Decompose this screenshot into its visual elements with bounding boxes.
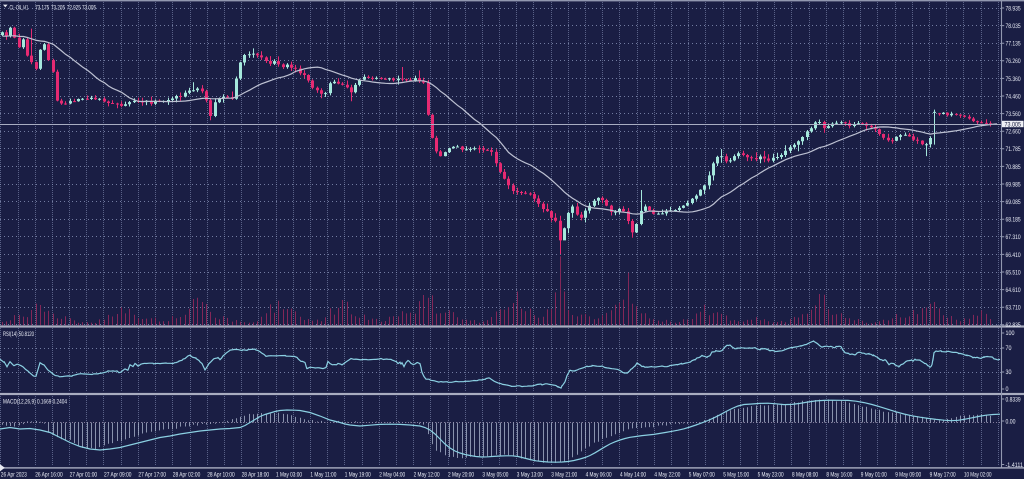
svg-text:27 Apr 09:00: 27 Apr 09:00: [104, 472, 132, 479]
svg-text:70: 70: [1006, 345, 1012, 352]
svg-text:RSI(14) 50.8120: RSI(14) 50.8120: [3, 331, 34, 338]
svg-text:2 May 12:00: 2 May 12:00: [414, 472, 440, 479]
svg-text:3 May 05:00: 3 May 05:00: [482, 472, 508, 479]
svg-text:5 May 07:00: 5 May 07:00: [689, 472, 715, 479]
svg-text:63.710: 63.710: [1006, 305, 1021, 312]
svg-text:-1.4111: -1.4111: [1006, 462, 1024, 469]
svg-text:67.310: 67.310: [1006, 234, 1021, 241]
svg-text:76.260: 76.260: [1006, 58, 1021, 65]
svg-text:77.135: 77.135: [1006, 41, 1021, 48]
svg-text:72.660: 72.660: [1006, 129, 1021, 136]
svg-text:2 May 04:00: 2 May 04:00: [379, 472, 405, 479]
svg-text:1 May 03:00: 1 May 03:00: [276, 472, 302, 479]
svg-text:9 May 01:00: 9 May 01:00: [861, 472, 887, 479]
svg-text:26 Apr 16:00: 26 Apr 16:00: [35, 472, 63, 479]
svg-text:5 May 23:00: 5 May 23:00: [758, 472, 784, 479]
svg-text:8 May 08:00: 8 May 08:00: [792, 472, 818, 479]
svg-text:0: 0: [1006, 386, 1009, 393]
svg-text:74.460: 74.460: [1006, 93, 1021, 100]
svg-text:64.610: 64.610: [1006, 287, 1021, 294]
svg-text:3 May 13:00: 3 May 13:00: [517, 472, 543, 479]
svg-text:28 Apr 18:00: 28 Apr 18:00: [242, 472, 270, 479]
svg-text:72.925: 72.925: [67, 4, 81, 11]
svg-text:2 May 20:00: 2 May 20:00: [448, 472, 474, 479]
svg-text:0.00: 0.00: [1006, 418, 1016, 425]
svg-text:73.560: 73.560: [1006, 111, 1021, 118]
svg-text:28 Apr 02:00: 28 Apr 02:00: [173, 472, 201, 479]
svg-text:73.005: 73.005: [1005, 122, 1022, 129]
svg-text:CL-OIL,H1: CL-OIL,H1: [10, 4, 29, 11]
svg-text:27 Apr 17:00: 27 Apr 17:00: [138, 472, 166, 479]
svg-text:1 May 11:00: 1 May 11:00: [310, 472, 336, 479]
svg-text:9 May 09:00: 9 May 09:00: [895, 472, 921, 479]
svg-text:73.175: 73.175: [35, 4, 49, 11]
svg-text:71.785: 71.785: [1006, 146, 1021, 153]
svg-text:70.885: 70.885: [1006, 164, 1021, 171]
svg-text:9 May 17:00: 9 May 17:00: [930, 472, 956, 479]
svg-text:62.835: 62.835: [1006, 322, 1021, 329]
svg-text:4 May 14:00: 4 May 14:00: [620, 472, 646, 479]
svg-text:4 May 06:00: 4 May 06:00: [586, 472, 612, 479]
svg-text:65.510: 65.510: [1006, 269, 1021, 276]
svg-text:28 Apr 10:00: 28 Apr 10:00: [207, 472, 235, 479]
svg-text:69.985: 69.985: [1006, 181, 1021, 188]
svg-text:4 May 22:00: 4 May 22:00: [654, 472, 680, 479]
svg-text:1 May 19:00: 1 May 19:00: [345, 472, 371, 479]
svg-text:27 Apr 01:00: 27 Apr 01:00: [70, 472, 98, 479]
svg-text:8 May 16:00: 8 May 16:00: [826, 472, 852, 479]
svg-text:66.410: 66.410: [1006, 252, 1021, 259]
svg-text:10 May 02:00: 10 May 02:00: [964, 472, 992, 479]
svg-text:78.035: 78.035: [1006, 23, 1021, 30]
svg-text:30: 30: [1006, 369, 1012, 376]
svg-text:73.005: 73.005: [82, 4, 96, 11]
svg-text:0.8339: 0.8339: [1006, 396, 1021, 403]
svg-text:5 May 15:00: 5 May 15:00: [723, 472, 749, 479]
svg-text:75.360: 75.360: [1006, 76, 1021, 83]
svg-text:3 May 21:00: 3 May 21:00: [551, 472, 577, 479]
svg-text:73.205: 73.205: [51, 4, 65, 11]
svg-text:MACD(12,26,9) 0.1669 0.2404: MACD(12,26,9) 0.1669 0.2404: [3, 399, 67, 406]
svg-text:26 Apr 2023: 26 Apr 2023: [1, 472, 27, 479]
svg-text:69.085: 69.085: [1006, 199, 1021, 206]
svg-text:78.935: 78.935: [1006, 5, 1021, 12]
svg-text:100: 100: [1006, 330, 1015, 337]
svg-text:68.185: 68.185: [1006, 217, 1021, 224]
